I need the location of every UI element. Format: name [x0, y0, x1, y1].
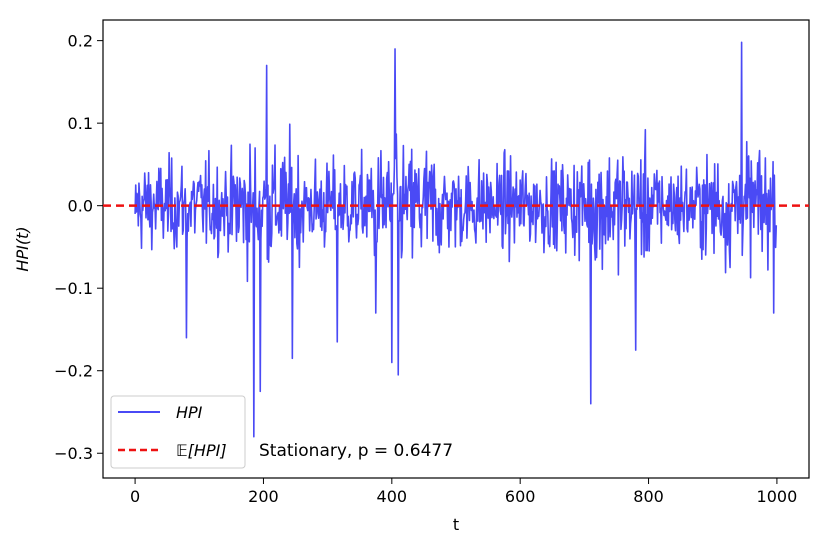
plot-area — [103, 41, 809, 438]
plot-frame — [102, 19, 810, 479]
y-tick-label: 0.0 — [68, 197, 93, 216]
y-axis: 0.2 0.1 0.0 −0.1 −0.2 −0.3 — [54, 32, 103, 463]
hpi-series-line — [134, 41, 778, 438]
legend-label-hpi: HPI — [176, 403, 203, 422]
legend: HPI 𝔼[HPI] — [110, 395, 246, 469]
legend-label-mean: 𝔼[HPI] — [176, 441, 227, 460]
x-tick-label: 200 — [248, 487, 279, 506]
x-axis-label: t — [453, 515, 459, 534]
y-tick-label: −0.2 — [54, 362, 93, 381]
y-tick-label: −0.1 — [54, 279, 93, 298]
y-axis-label: HPI(t) — [13, 226, 32, 271]
y-tick-label: 0.1 — [68, 114, 93, 133]
x-tick-label: 400 — [377, 487, 408, 506]
x-axis: 0 200 400 600 800 1000 — [130, 478, 797, 506]
x-tick-label: 800 — [633, 487, 664, 506]
stationarity-annotation: Stationary, p = 0.6477 — [259, 441, 453, 461]
x-tick-label: 0 — [130, 487, 140, 506]
x-tick-label: 600 — [505, 487, 536, 506]
y-tick-label: 0.2 — [68, 32, 93, 51]
y-tick-label: −0.3 — [54, 444, 93, 463]
x-tick-label: 1000 — [757, 487, 798, 506]
